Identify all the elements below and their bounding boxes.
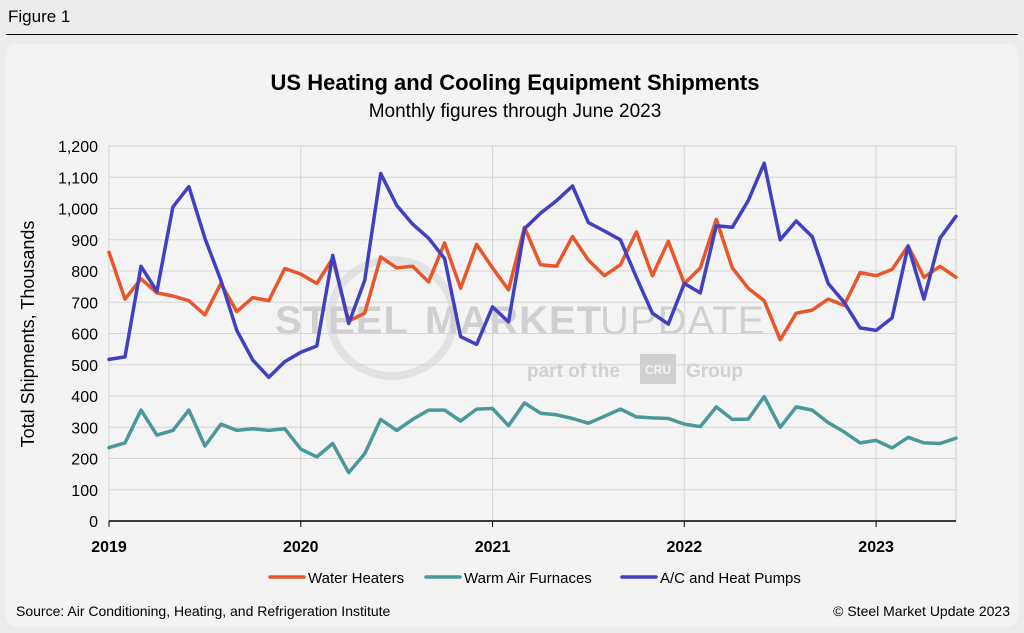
watermark-swirl	[326, 256, 458, 380]
y-tick-label: 0	[89, 514, 98, 531]
x-tick-label: 2021	[475, 539, 511, 556]
watermark-logo: CRU	[645, 363, 671, 377]
legend-label: Warm Air Furnaces	[464, 570, 592, 587]
chart-title: US Heating and Cooling Equipment Shipmen…	[271, 70, 760, 95]
series-line-0	[107, 217, 958, 342]
copyright-note: © Steel Market Update 2023	[833, 603, 1010, 619]
legend: Water Heaters Warm Air Furnaces A/C and He…	[268, 570, 801, 587]
y-tick-label: 600	[71, 327, 98, 344]
watermark-brand-a: STEEL	[275, 299, 409, 343]
watermark-brand-b: MARKET	[425, 299, 602, 343]
x-tick-label: 2020	[283, 539, 319, 556]
series-line-2	[107, 161, 958, 380]
y-tick-label: 300	[71, 420, 98, 437]
x-tick-label: 2019	[91, 539, 127, 556]
y-tick-label: 900	[71, 233, 98, 250]
y-tick-label: 700	[71, 295, 98, 312]
source-note: Source: Air Conditioning, Heating, and R…	[16, 603, 391, 619]
y-tick-label: 1,100	[58, 170, 98, 187]
y-axis-label: Total Shipments, Thousands	[18, 221, 38, 448]
x-tick-label: 2022	[667, 539, 703, 556]
watermark-part-of: part of the	[527, 361, 620, 382]
y-tick-label: 400	[71, 389, 98, 406]
y-tick-label: 1,200	[58, 139, 98, 156]
series-layer	[107, 161, 958, 475]
figure-divider	[6, 34, 1018, 35]
legend-label: A/C and Heat Pumps	[660, 570, 801, 587]
watermark-group: Group	[686, 361, 743, 382]
y-tick-label: 100	[71, 483, 98, 500]
figure-label: Figure 1	[8, 7, 71, 26]
y-tick-labels: 0 100 200 300 400 500 600 700 800 900 1,000 1,100 1,…	[58, 139, 98, 531]
watermark-logo-box	[640, 354, 676, 384]
x-tick-label: 2023	[858, 539, 894, 556]
legend-label: Water Heaters	[308, 570, 404, 587]
y-tick-label: 800	[71, 264, 98, 281]
y-tick-label: 200	[71, 452, 98, 469]
watermark-brand-c: UPDATE	[600, 299, 765, 343]
chart-subtitle: Monthly figures through June 2023	[369, 101, 662, 122]
y-tick-label: 1,000	[58, 202, 98, 219]
series-line-1	[107, 394, 958, 475]
x-tick-labels: 2019 2020 2021 2022 2023	[91, 521, 894, 556]
y-tick-label: 500	[71, 358, 98, 375]
